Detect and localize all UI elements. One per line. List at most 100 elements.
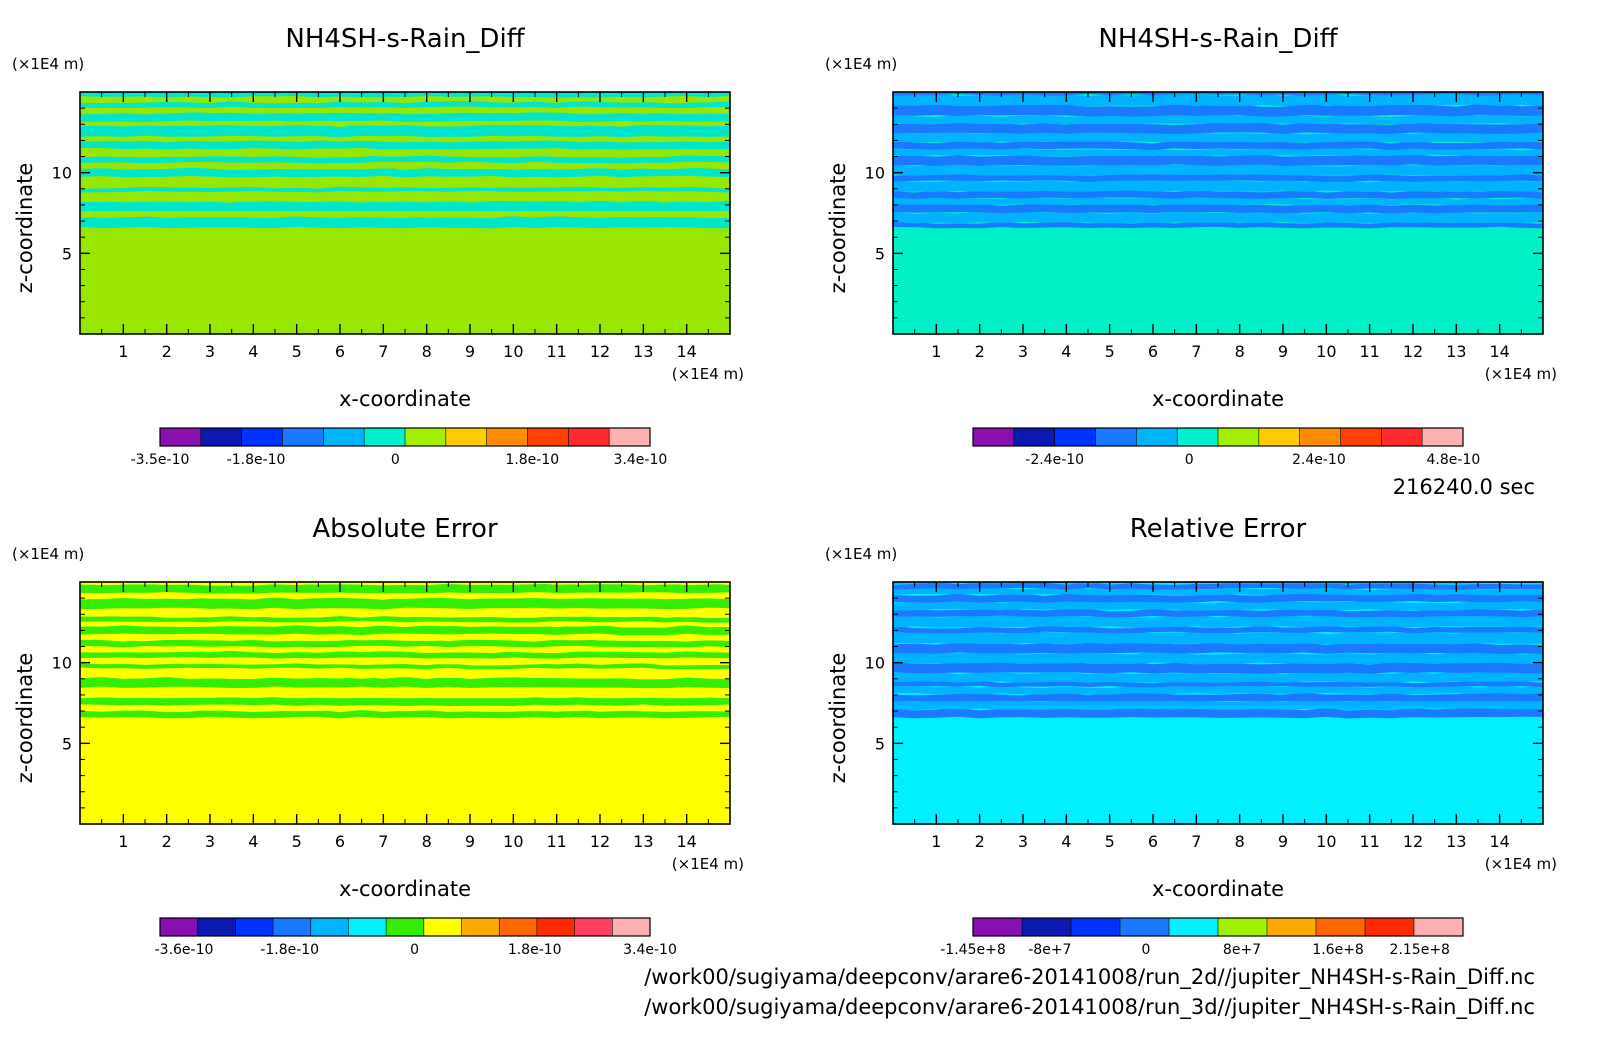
colorbar-swatch bbox=[241, 428, 283, 446]
colorbar-tick-label: 2.4e-10 bbox=[1292, 452, 1346, 468]
heatmap-field bbox=[893, 582, 1543, 824]
colorbar-swatch bbox=[1218, 428, 1260, 446]
y-tick-label: 10 bbox=[52, 164, 72, 183]
colorbar-swatch bbox=[364, 428, 406, 446]
x-tick-label: 11 bbox=[1359, 342, 1379, 361]
colorbar-tick-label: 3.4e-10 bbox=[623, 942, 677, 958]
field-band bbox=[893, 132, 1543, 143]
heatmap-field bbox=[80, 92, 730, 334]
field-band bbox=[893, 608, 1543, 618]
x-axis-label: x-coordinate bbox=[339, 387, 471, 411]
y-tick-label: 10 bbox=[52, 654, 72, 673]
colorbar-tick-label: 8e+7 bbox=[1223, 942, 1261, 958]
x-tick-label: 11 bbox=[546, 342, 566, 361]
colorbar-tick-label: 1.6e+8 bbox=[1312, 942, 1364, 958]
x-tick-label: 6 bbox=[1148, 342, 1158, 361]
field-band bbox=[893, 625, 1543, 634]
colorbar-swatch bbox=[1267, 918, 1317, 936]
colorbar-tick-label: 0 bbox=[1185, 452, 1194, 468]
x-tick-label: 5 bbox=[1105, 832, 1115, 851]
x-tick-label: 5 bbox=[1105, 342, 1115, 361]
x-tick-label: 2 bbox=[162, 832, 172, 851]
x-unit-label: (×1E4 m) bbox=[672, 365, 744, 383]
colorbar-swatch bbox=[973, 918, 1023, 936]
colorbar-swatch bbox=[1218, 918, 1268, 936]
y-tick-label: 5 bbox=[62, 734, 72, 753]
x-tick-label: 3 bbox=[1018, 832, 1028, 851]
field-band bbox=[893, 685, 1543, 695]
field-band bbox=[80, 596, 730, 610]
heatmap-field bbox=[80, 582, 730, 824]
chart-title: Absolute Error bbox=[312, 514, 498, 544]
x-tick-label: 12 bbox=[590, 832, 610, 851]
colorbar-swatch bbox=[568, 428, 610, 446]
field-layer-line bbox=[80, 208, 730, 212]
field-band bbox=[80, 139, 730, 150]
field-band bbox=[80, 111, 730, 123]
colorbar-swatch bbox=[1414, 918, 1464, 936]
field-band bbox=[893, 154, 1543, 166]
colorbar-tick-label: -1.8e-10 bbox=[227, 452, 286, 468]
colorbar-tick-label: 2.15e+8 bbox=[1390, 942, 1450, 958]
field-band bbox=[80, 105, 730, 114]
field-band bbox=[80, 155, 730, 164]
colorbar-swatch bbox=[235, 918, 274, 936]
x-tick-label: 6 bbox=[335, 832, 345, 851]
x-tick-label: 3 bbox=[1018, 342, 1028, 361]
colorbar-tick-label: 0 bbox=[391, 452, 400, 468]
y-tick-label: 5 bbox=[875, 734, 885, 753]
x-tick-label: 8 bbox=[422, 832, 432, 851]
x-tick-label: 10 bbox=[1316, 342, 1336, 361]
colorbar-swatch bbox=[310, 918, 349, 936]
chart-title: Relative Error bbox=[1130, 514, 1307, 544]
field-band bbox=[80, 190, 730, 203]
x-tick-label: 8 bbox=[1235, 832, 1245, 851]
field-band bbox=[80, 650, 730, 659]
x-tick-label: 3 bbox=[205, 342, 215, 361]
field-band bbox=[80, 620, 730, 628]
field-layer-line bbox=[80, 698, 730, 702]
x-tick-label: 11 bbox=[546, 832, 566, 851]
field-band bbox=[80, 639, 730, 648]
field-band bbox=[893, 642, 1543, 655]
x-tick-label: 14 bbox=[1489, 832, 1509, 851]
x-tick-label: 9 bbox=[1278, 342, 1288, 361]
colorbar-tick-label: 3.4e-10 bbox=[614, 452, 668, 468]
field-band bbox=[80, 666, 730, 679]
panel-top-left: NH4SH-s-Rain_Diff(×1E4 m)1 2 3 4 5 6 7 8 9 10 11 12… bbox=[12, 24, 744, 468]
field-band bbox=[80, 615, 730, 623]
colorbar-swatch bbox=[273, 918, 312, 936]
x-tick-label: 7 bbox=[1191, 342, 1201, 361]
colorbar-swatch bbox=[405, 428, 447, 446]
x-tick-label: 13 bbox=[1446, 832, 1466, 851]
field-band bbox=[80, 215, 730, 229]
colorbar-swatch bbox=[574, 918, 613, 936]
field-band bbox=[893, 600, 1543, 611]
panel-bottom-right: Relative Error(×1E4 m)1 2 3 4 5 6 7 8 9 10 11 12 13 1… bbox=[825, 514, 1557, 958]
field-band bbox=[893, 587, 1543, 596]
x-tick-label: 3 bbox=[205, 832, 215, 851]
x-axis-label: x-coordinate bbox=[1152, 877, 1284, 901]
x-unit-label: (×1E4 m) bbox=[1485, 855, 1557, 873]
x-tick-label: 14 bbox=[676, 832, 696, 851]
x-tick-label: 6 bbox=[1148, 832, 1158, 851]
colorbar-swatch bbox=[386, 918, 425, 936]
y-tick-label: 5 bbox=[62, 244, 72, 263]
colorbar-swatch bbox=[1169, 918, 1219, 936]
field-band bbox=[893, 631, 1543, 645]
colorbar-swatch bbox=[499, 918, 538, 936]
field-band bbox=[893, 104, 1543, 117]
field-band bbox=[80, 175, 730, 189]
field-band bbox=[893, 699, 1543, 711]
colorbar-tick-label: -8e+7 bbox=[1028, 942, 1071, 958]
colorbar-tick-label: 0 bbox=[410, 942, 419, 958]
field-band bbox=[893, 114, 1543, 125]
x-tick-label: 12 bbox=[1403, 832, 1423, 851]
field-band bbox=[80, 185, 730, 193]
field-band bbox=[80, 119, 730, 127]
colorbar-swatch bbox=[1258, 428, 1301, 446]
field-band bbox=[80, 167, 730, 178]
field-band bbox=[80, 607, 730, 618]
field-band bbox=[893, 651, 1543, 665]
